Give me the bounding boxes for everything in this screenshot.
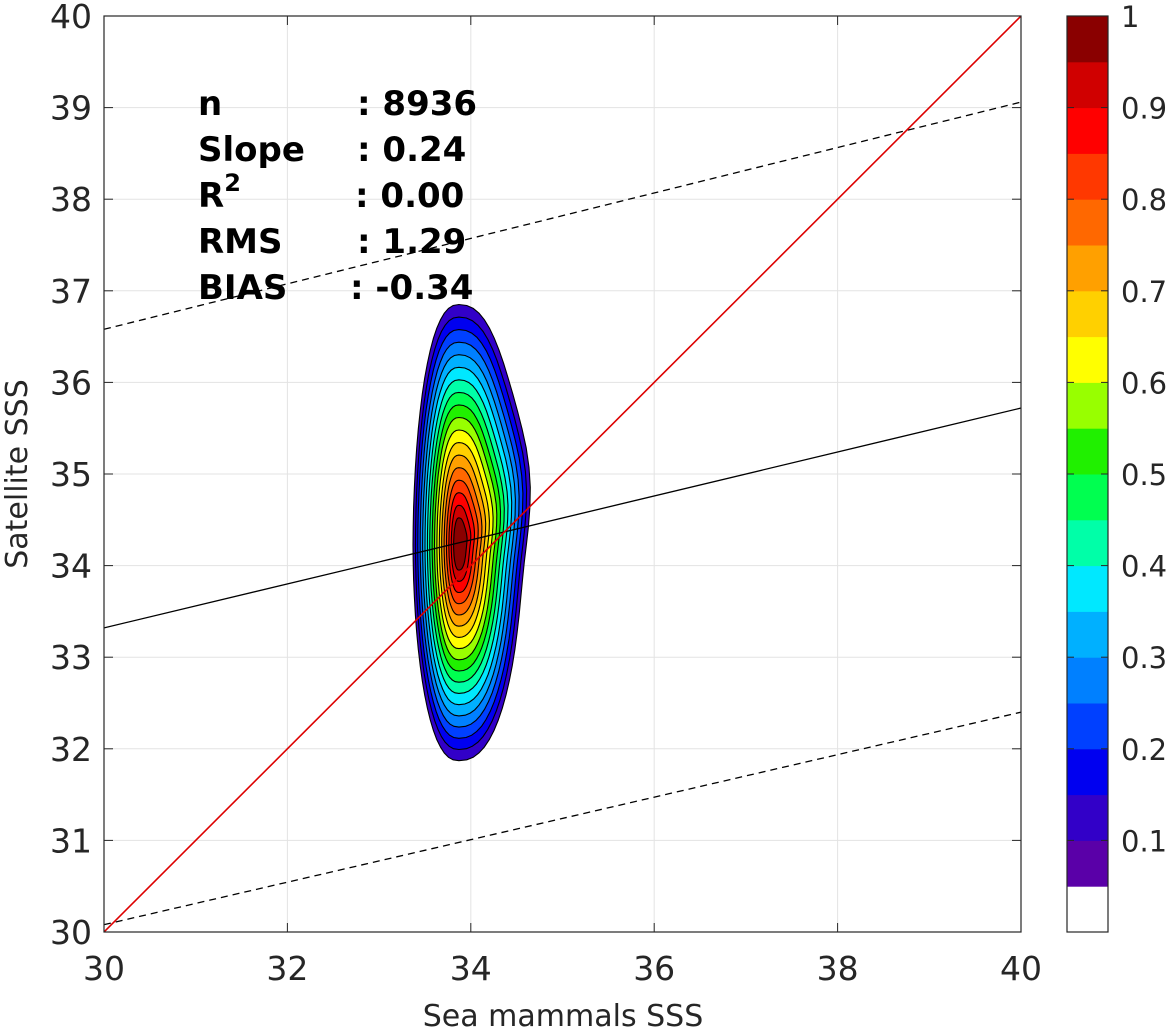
stat-value: : 0.00 bbox=[355, 176, 464, 216]
colorbar-segment bbox=[1067, 16, 1108, 63]
colorbar-segment bbox=[1067, 748, 1108, 796]
y-tick-label: 36 bbox=[50, 363, 92, 402]
colorbar-segment bbox=[1067, 336, 1108, 383]
colorbar: 0.1 0.2 0.3 0.4 0.5 0.6 0.7 0.8 0.9 1 bbox=[1066, 0, 1167, 933]
stat-value: : 8936 bbox=[357, 84, 477, 124]
colorbar-tick-label: 0.3 bbox=[1121, 641, 1167, 675]
colorbar-tick-label: 0.2 bbox=[1121, 733, 1167, 767]
stat-label: n bbox=[198, 84, 222, 124]
density-contours bbox=[412, 303, 531, 762]
y-tick-label: 31 bbox=[50, 821, 92, 860]
stat-label: BIAS bbox=[198, 268, 287, 308]
colorbar-segment bbox=[1067, 107, 1108, 154]
colorbar-segment bbox=[1067, 703, 1108, 750]
x-tick-label: 38 bbox=[817, 949, 859, 988]
y-axis-title: Satellite SSS bbox=[0, 379, 35, 569]
regression-line bbox=[104, 407, 1021, 629]
stat-label: Slope bbox=[198, 130, 305, 170]
colorbar-segment bbox=[1067, 290, 1108, 338]
x-tick-label: 40 bbox=[1000, 949, 1042, 988]
colorbar-segment bbox=[1067, 61, 1108, 109]
colorbar-segment bbox=[1067, 565, 1108, 612]
colorbar-tick-label: 0.6 bbox=[1121, 366, 1167, 400]
colorbar-segment bbox=[1067, 611, 1108, 658]
y-tick-label: 39 bbox=[50, 89, 92, 128]
x-tick-label: 34 bbox=[450, 949, 492, 988]
colorbar-tick-label: 0.7 bbox=[1121, 275, 1167, 309]
grid bbox=[103, 15, 1022, 933]
x-tick-label: 30 bbox=[83, 949, 125, 988]
stat-value: : 0.24 bbox=[357, 130, 466, 170]
colorbar-tick-label: 0.1 bbox=[1121, 824, 1167, 858]
colorbar-segment bbox=[1067, 794, 1108, 841]
upper-bound-line bbox=[104, 101, 1021, 330]
fit-lines bbox=[104, 16, 1021, 932]
colorbar-segment bbox=[1067, 199, 1108, 246]
colorbar-tick-label: 1 bbox=[1121, 0, 1139, 34]
stat-superscript: 2 bbox=[224, 169, 241, 197]
y-tick-label: 34 bbox=[50, 547, 92, 586]
colorbar-tick-label: 0.8 bbox=[1121, 183, 1167, 217]
colorbar-tick-label: 0.4 bbox=[1121, 550, 1167, 584]
axis-ticks: 30 32 34 36 38 40 30 31 32 33 34 35 36 37 38 39 40 bbox=[50, 0, 1042, 988]
colorbar-tick-label: 0.9 bbox=[1121, 92, 1167, 126]
colorbar-segment bbox=[1067, 886, 1108, 933]
x-axis-title: Sea mammals SSS bbox=[423, 999, 704, 1028]
stat-label: RMS bbox=[198, 222, 283, 262]
colorbar-segment bbox=[1067, 153, 1108, 200]
density-contour-level bbox=[453, 517, 468, 571]
y-tick-label: 32 bbox=[50, 730, 92, 769]
y-tick-label: 40 bbox=[50, 0, 92, 36]
lower-bound-line bbox=[104, 711, 1021, 926]
colorbar-segment bbox=[1067, 519, 1108, 567]
colorbar-segment bbox=[1067, 840, 1108, 887]
colorbar-segment bbox=[1067, 657, 1108, 704]
x-tick-label: 36 bbox=[633, 949, 675, 988]
colorbar-segment bbox=[1067, 428, 1108, 475]
y-tick-label: 30 bbox=[50, 913, 92, 952]
y-tick-label: 33 bbox=[50, 638, 92, 677]
colorbar-segment bbox=[1067, 474, 1108, 521]
colorbar-segment bbox=[1067, 382, 1108, 429]
stat-value: : 1.29 bbox=[357, 222, 466, 262]
x-tick-label: 32 bbox=[266, 949, 308, 988]
y-tick-label: 38 bbox=[50, 180, 92, 219]
colorbar-segment bbox=[1067, 245, 1108, 292]
one-to-one-line bbox=[104, 16, 1021, 932]
colorbar-tick-label: 0.5 bbox=[1121, 458, 1167, 492]
y-tick-label: 37 bbox=[50, 272, 92, 311]
y-tick-label: 35 bbox=[50, 455, 92, 494]
stat-value: : -0.34 bbox=[350, 268, 473, 308]
